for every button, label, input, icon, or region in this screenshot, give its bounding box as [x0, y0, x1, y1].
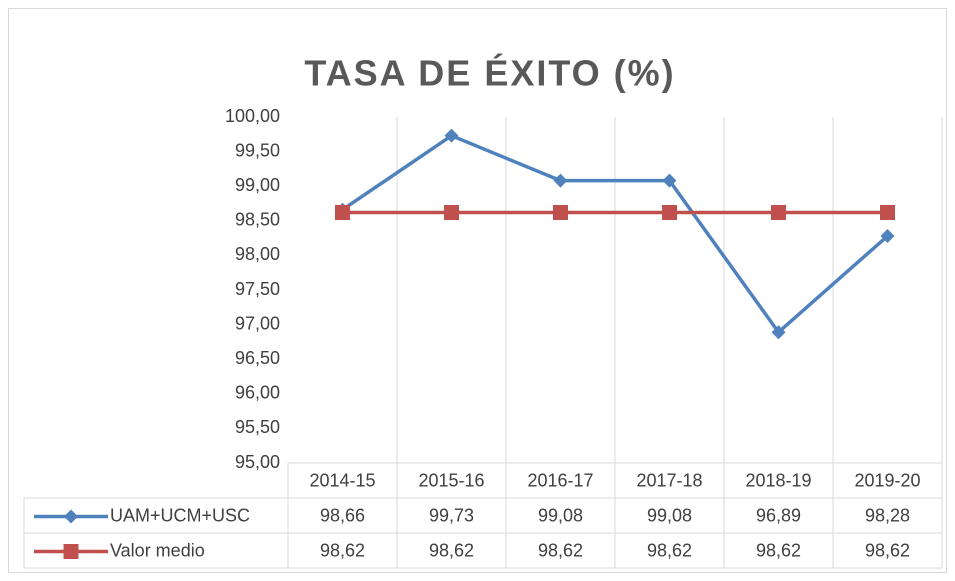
x-tick-label: 2018-19 [745, 470, 811, 490]
x-tick-label: 2014-15 [309, 470, 375, 490]
table-cell: 99,08 [647, 505, 692, 525]
point-marker [444, 128, 459, 143]
series-line [341, 133, 889, 334]
legend-marker [63, 544, 79, 559]
table-cell: 98,66 [320, 505, 365, 525]
table-cell: 98,62 [429, 540, 474, 560]
point-marker [880, 229, 895, 244]
y-tick-label: 99,50 [235, 140, 280, 160]
table-cell: 98,28 [865, 505, 910, 525]
point-marker [553, 204, 568, 220]
table-cell: 99,08 [538, 505, 583, 525]
chart-border [8, 8, 947, 573]
point-marker [771, 325, 786, 340]
legend-marker [64, 509, 78, 524]
point-marker [444, 204, 459, 220]
point-marker [662, 173, 677, 188]
legend-label: UAM+UCM+USC [110, 505, 250, 525]
y-tick-label: 95,50 [235, 417, 280, 437]
y-tick-label: 96,00 [235, 383, 280, 403]
point-marker [553, 173, 568, 188]
y-tick-label: 98,00 [235, 244, 280, 264]
y-tick-label: 97,50 [235, 279, 280, 299]
chart-title: TASA DE ÉXITO (%) [304, 53, 675, 94]
table-cell: 98,62 [320, 540, 365, 560]
legend-label: Valor medio [110, 540, 205, 560]
y-tick-label: 95,00 [235, 452, 280, 472]
point-marker [662, 204, 677, 220]
y-tick-label: 96,50 [235, 348, 280, 368]
table-cell: 99,73 [429, 505, 474, 525]
x-tick-label: 2019-20 [854, 470, 920, 490]
y-tick-label: 100,00 [225, 106, 280, 126]
point-marker [880, 204, 895, 220]
x-tick-label: 2015-16 [418, 470, 484, 490]
point-marker [335, 204, 350, 220]
table-cell: 98,62 [756, 540, 801, 560]
y-tick-label: 98,50 [235, 210, 280, 230]
y-tick-label: 99,00 [235, 175, 280, 195]
x-tick-label: 2016-17 [527, 470, 593, 490]
table-cell: 96,89 [756, 505, 801, 525]
table-cell: 98,62 [538, 540, 583, 560]
y-tick-label: 97,00 [235, 313, 280, 333]
table-cell: 98,62 [647, 540, 692, 560]
x-tick-label: 2017-18 [636, 470, 702, 490]
table-cell: 98,62 [865, 540, 910, 560]
point-marker [771, 204, 786, 220]
